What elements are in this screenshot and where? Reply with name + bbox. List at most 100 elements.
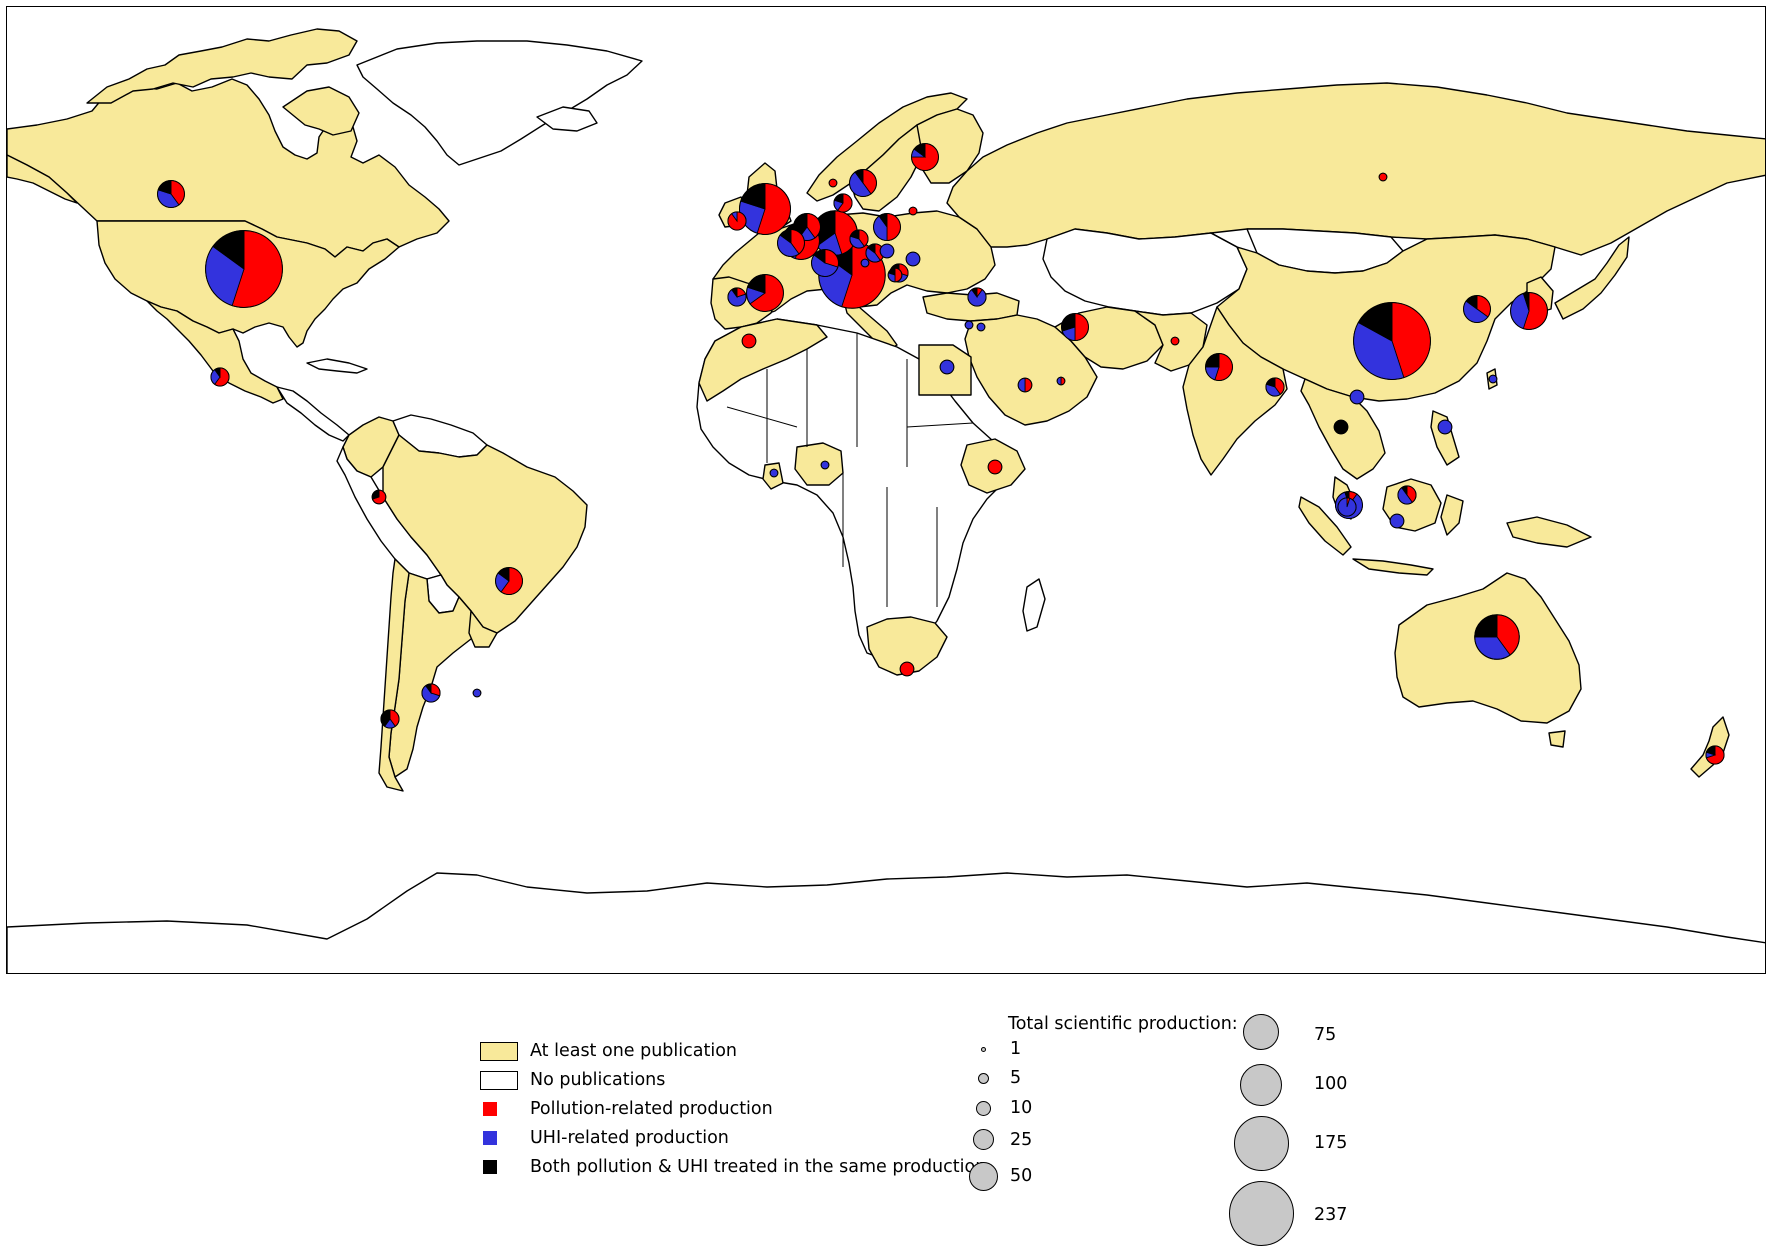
pie-outline: [1061, 313, 1089, 341]
legend-label: At least one publication: [530, 1041, 738, 1061]
pie-outline: [879, 243, 895, 259]
pie-outline: [472, 688, 482, 698]
pie-singapore: [1337, 497, 1357, 517]
country-india: [1182, 306, 1288, 476]
region-middle-east: [964, 314, 1098, 426]
pie-outline: [908, 206, 918, 216]
country-philippines: [1430, 410, 1460, 466]
pie-outline: [1056, 376, 1066, 386]
legend-item-publication: At least one publication: [480, 1040, 737, 1062]
region-java: [1352, 558, 1434, 576]
size-label-10: 10: [1010, 1098, 1033, 1118]
world-map: [7, 28, 1765, 973]
pie-outline: [860, 258, 870, 268]
pie-outline: [157, 180, 185, 208]
size-label-175: 175: [1314, 1133, 1348, 1153]
pie-outline: [205, 230, 283, 308]
pie-outline: [739, 183, 791, 235]
size-circle-100: [1240, 1064, 1282, 1106]
pie-outline: [828, 178, 838, 188]
country-brazil: [382, 434, 588, 634]
pie-outline: [967, 287, 987, 307]
pie-portugal: [727, 287, 747, 307]
pie-japan: [1510, 292, 1548, 330]
size-label-5: 5: [1010, 1068, 1022, 1088]
pie-outline: [1389, 513, 1405, 529]
pie-taiwan: [1488, 374, 1498, 384]
pie-outline: [1510, 292, 1548, 330]
region-sumatra: [1298, 496, 1352, 556]
pie-outline: [911, 143, 939, 171]
size-circle-5: [978, 1073, 989, 1084]
pie-china: [1353, 302, 1431, 380]
pie-ghana: [769, 468, 779, 478]
region-sulawesi-papua: [1440, 494, 1592, 548]
country-alaska: [7, 154, 78, 204]
size-circle-75: [1243, 1014, 1279, 1050]
pie-thailand: [1333, 419, 1349, 435]
country-tasmania: [1548, 730, 1566, 748]
pie-egypt: [939, 359, 955, 375]
pie-outline: [421, 683, 441, 703]
pie-spain: [746, 274, 784, 312]
pie-israel: [964, 320, 974, 330]
legend-swatch-yellow: [480, 1041, 518, 1061]
pie-outline: [1337, 497, 1357, 517]
legend-swatch-blue: [483, 1131, 497, 1145]
pie-outline: [1437, 419, 1453, 435]
pie-south-korea: [1463, 295, 1491, 323]
pie-norway: [828, 178, 838, 188]
pie-outline: [380, 709, 400, 729]
legend-swatch-white: [480, 1070, 518, 1090]
pie-outline: [727, 211, 747, 231]
pie-turkey: [967, 287, 987, 307]
country-canada-islands: [86, 28, 358, 104]
pie-layer: [157, 143, 1725, 765]
pie-outline: [793, 213, 821, 241]
country-uruguay: [468, 610, 498, 648]
pie-outline: [1335, 491, 1363, 519]
pie-sweden: [849, 169, 877, 197]
legend-label: Pollution-related production: [530, 1099, 773, 1119]
pie-chile: [380, 709, 400, 729]
border-lines: [726, 333, 974, 607]
pie-outline: [769, 468, 779, 478]
pie-romania: [905, 251, 921, 267]
country-south-africa: [866, 616, 948, 676]
size-circle-237: [1229, 1181, 1294, 1246]
pie-outline: [811, 249, 839, 277]
country-greenland: [356, 40, 643, 166]
pie-outline: [1474, 614, 1520, 660]
pie-outline: [1705, 745, 1725, 765]
pie-ethiopia: [987, 459, 1003, 475]
pie-outline: [964, 320, 974, 330]
pie-outline: [371, 489, 387, 505]
pie-outline: [849, 169, 877, 197]
pie-india: [1205, 353, 1233, 381]
legend-item-pollution: Pollution-related production: [480, 1098, 773, 1120]
pie-outline: [1349, 389, 1365, 405]
pie-outline: [495, 567, 523, 595]
legend-item-both: Both pollution & UHI treated in the same…: [480, 1156, 986, 1178]
pie-pakistan: [1170, 336, 1180, 346]
pie-switzerland: [811, 249, 839, 277]
region-antarctica: [7, 872, 1765, 973]
pie-slovenia: [860, 258, 870, 268]
country-nigeria: [794, 442, 844, 486]
pie-morocco: [741, 333, 757, 349]
pie-hungary: [879, 243, 895, 259]
country-iceland: [536, 106, 598, 132]
pie-outline: [1378, 172, 1388, 182]
country-russia: [946, 82, 1765, 256]
pie-outline: [1397, 485, 1417, 505]
pie-outline: [1017, 377, 1033, 393]
region-central-asia: [1042, 228, 1248, 316]
pie-brunei: [1397, 485, 1417, 505]
pie-belgium: [777, 229, 805, 257]
pie-argentina: [421, 683, 441, 703]
region-north-africa: [698, 318, 828, 402]
pie-serbia: [887, 267, 903, 283]
pie-latvia: [908, 206, 918, 216]
pie-philippines: [1437, 419, 1453, 435]
pie-outline: [746, 274, 784, 312]
